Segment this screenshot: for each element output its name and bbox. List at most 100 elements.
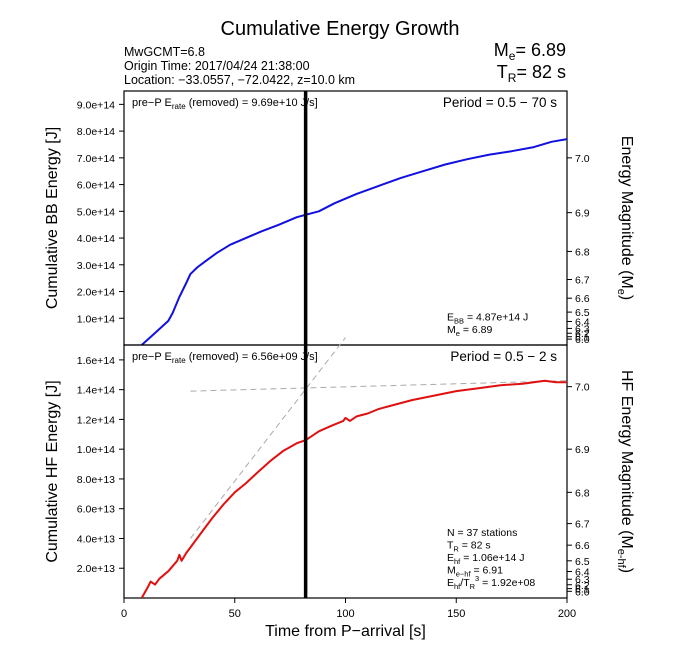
bottom-mag-tick-label: 6.8 xyxy=(575,487,590,499)
bottom-stat-line: Me−hf = 6.91 xyxy=(447,565,503,579)
bottom-xtick-label: 150 xyxy=(447,608,465,620)
energy-magnitude-readout: Me= 6.89 xyxy=(494,40,566,63)
bottom-ytick-label: 4.0e+13 xyxy=(77,533,115,545)
tr-value: = 82 s xyxy=(516,62,566,82)
top-mag-tick-label: 6.2 xyxy=(575,328,590,340)
me-label: M xyxy=(493,40,509,60)
bottom-ytick-label: 6.0e+13 xyxy=(77,504,115,516)
bottom-stat-label: N = 37 stations xyxy=(447,527,517,539)
top-period-label: Period = 0.5 − 70 s xyxy=(443,95,557,110)
bottom-stat-sup: 3 xyxy=(475,574,479,583)
bottom-stat-label: E xyxy=(447,552,454,564)
bottom-period-label: Period = 0.5 − 2 s xyxy=(450,349,557,364)
top-pre-p-suffix: (removed) = 9.69e+10 J/s] xyxy=(186,97,318,109)
bottom-stat-sub: hf xyxy=(454,582,461,591)
top-ylabel-right: Energy Magnitude (Me) xyxy=(615,136,635,300)
top-stat-sub: e xyxy=(456,329,460,338)
bottom-stat-sub: R xyxy=(453,545,459,554)
bottom-stat-tail: = 1.92e+08 xyxy=(479,577,535,589)
top-ytick-label: 4.0e+14 xyxy=(77,233,115,245)
tr-sub: R xyxy=(507,71,517,85)
me-sub: e xyxy=(508,49,516,63)
magnitude-info: MwGCMT=6.8 xyxy=(124,45,205,59)
top-ytick-label: 9.0e+14 xyxy=(77,99,115,111)
bottom-ytick-label: 1.2e+14 xyxy=(77,414,115,426)
bottom-ylabel-right: HF Energy Magnitude (Me-hf) xyxy=(615,370,635,573)
top-stat-label: M xyxy=(447,324,456,336)
bottom-mag-tick-label: 6.7 xyxy=(575,519,590,531)
top-ylabel: Cumulative BB Energy [J] xyxy=(44,127,61,309)
top-ylabel-right-text: Energy Magnitude (M xyxy=(618,136,635,289)
bottom-stat-label: E xyxy=(447,577,454,589)
bottom-ytick-label: 1.6e+14 xyxy=(77,355,115,367)
top-ytick-label: 2.0e+14 xyxy=(77,287,115,299)
bottom-mag-tick-label: 6.4 xyxy=(575,567,590,579)
top-ylabel-right-close: ) xyxy=(618,295,635,300)
bottom-ytick-label: 1.0e+14 xyxy=(77,444,115,456)
bottom-mag-tick-label: 6.0 xyxy=(575,586,590,598)
chart-title: Cumulative Energy Growth xyxy=(220,18,460,40)
top-ytick-label: 1.0e+14 xyxy=(77,313,115,325)
bottom-ytick-label: 2.0e+13 xyxy=(77,563,115,575)
top-mag-tick-label: 7.0 xyxy=(575,153,590,165)
top-stat-value: = 6.89 xyxy=(460,324,493,336)
bottom-stat-line: Ehf/TR3 = 1.92e+08 xyxy=(447,574,535,591)
bottom-mag-tick-label: 6.6 xyxy=(575,540,590,552)
bottom-ylabel-right-text: HF Energy Magnitude (M xyxy=(618,370,635,549)
top-ytick-label: 5.0e+14 xyxy=(77,206,115,218)
bottom-xtick-label: 0 xyxy=(121,608,127,620)
top-ytick-label: 3.0e+14 xyxy=(77,260,115,272)
bottom-pre-p-sub: rate xyxy=(172,356,186,365)
bottom-mag-tick-label: 7.0 xyxy=(575,382,590,394)
bottom-xtick-label: 50 xyxy=(229,608,241,620)
bottom-pre-p-suffix: (removed) = 6.56e+09 J/s] xyxy=(186,351,318,363)
top-pre-p-prefix: pre−P E xyxy=(132,97,172,109)
bottom-mag-tick-label: 6.9 xyxy=(575,444,590,456)
bottom-xtick-label: 200 xyxy=(558,608,576,620)
tr-readout: TR= 82 s xyxy=(497,62,566,85)
top-mag-tick-label: 6.3 xyxy=(575,323,590,335)
top-ytick-label: 7.0e+14 xyxy=(77,153,115,165)
top-stat-line: Me = 6.89 xyxy=(447,324,492,338)
bottom-mag-tick-label: 6.2 xyxy=(575,580,590,592)
top-stat-label: E xyxy=(447,312,454,324)
bottom-pre-p-annotation: pre−P Erate (removed) = 6.56e+09 J/s] xyxy=(132,351,318,365)
top-plot-frame xyxy=(123,90,568,346)
top-mag-tick-label: 6.5 xyxy=(575,307,590,319)
top-ylabel-right-sub: e xyxy=(615,289,627,295)
bottom-mag-tick-label: 6.3 xyxy=(575,574,590,586)
me-value: = 6.89 xyxy=(515,40,566,60)
bottom-ylabel: Cumulative HF Energy [J] xyxy=(44,380,61,562)
bottom-stat-value: = 6.91 xyxy=(471,565,504,577)
bottom-energy-series xyxy=(140,379,567,598)
bottom-stat-label: T xyxy=(447,540,454,552)
top-mag-tick-label: 6.6 xyxy=(575,293,590,305)
top-mag-tick-label: 6.4 xyxy=(575,316,590,328)
top-pre-p-sub: rate xyxy=(172,102,186,111)
top-mag-tick-label: 6.9 xyxy=(575,208,590,220)
top-stat-sub: BB xyxy=(454,317,464,326)
bottom-mag-tick-label: 6.5 xyxy=(575,556,590,568)
bottom-stat-value: /T xyxy=(460,577,470,589)
bottom-ylabel-right-sub: e-hf xyxy=(615,549,627,569)
bottom-guide-line xyxy=(190,380,568,392)
tr-label: T xyxy=(496,62,508,82)
bottom-stat-sub: e−hf xyxy=(456,570,472,579)
top-mag-tick-label: 6.1 xyxy=(575,332,590,344)
bottom-stat-value: = 82 s xyxy=(459,540,491,552)
bottom-stat-value: = 1.06e+14 J xyxy=(460,552,524,564)
bottom-pre-p-prefix: pre−P E xyxy=(132,351,172,363)
top-mag-tick-label: 6.8 xyxy=(575,246,590,258)
top-mag-tick-label: 6.7 xyxy=(575,274,590,286)
top-mag-tick-label: 6.0 xyxy=(575,334,590,346)
bottom-xtick-label: 100 xyxy=(336,608,354,620)
bottom-stat-sub2: R xyxy=(470,582,476,591)
top-pre-p-annotation: pre−P Erate (removed) = 9.69e+10 J/s] xyxy=(132,97,318,111)
top-energy-series xyxy=(141,138,567,345)
top-ytick-label: 8.0e+14 xyxy=(77,126,115,138)
bottom-stat-sub: hf xyxy=(454,557,461,566)
origin-time-info: Origin Time: 2017/04/24 21:38:00 xyxy=(124,59,310,73)
bottom-stat-line: Ehf = 1.06e+14 J xyxy=(447,552,525,566)
bottom-ylabel-right-close: ) xyxy=(618,568,635,573)
